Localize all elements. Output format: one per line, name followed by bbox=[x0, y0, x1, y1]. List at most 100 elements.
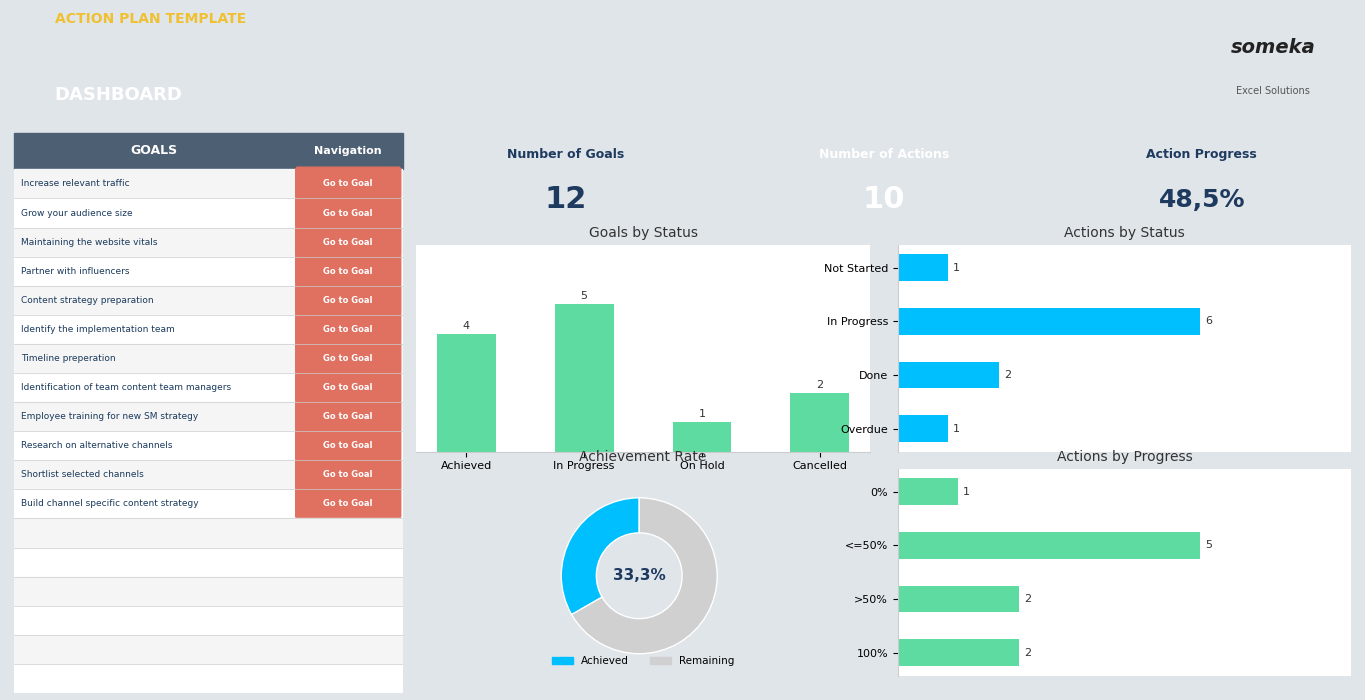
Bar bbox=[14, 431, 403, 461]
FancyBboxPatch shape bbox=[296, 284, 401, 315]
Wedge shape bbox=[561, 498, 639, 615]
Text: Go to Goal: Go to Goal bbox=[324, 441, 373, 450]
Text: 2: 2 bbox=[1024, 648, 1031, 658]
Bar bbox=[898, 639, 1018, 666]
Bar bbox=[554, 304, 614, 452]
Bar bbox=[14, 257, 403, 286]
Bar bbox=[898, 254, 949, 281]
Text: Grow your audience size: Grow your audience size bbox=[22, 209, 132, 218]
Text: Navigation: Navigation bbox=[314, 146, 382, 156]
Text: 48,5%: 48,5% bbox=[1159, 188, 1245, 211]
Title: Goals by Status: Goals by Status bbox=[588, 225, 698, 239]
Text: Timeline preperation: Timeline preperation bbox=[22, 354, 116, 363]
Text: Partner with influencers: Partner with influencers bbox=[22, 267, 130, 276]
Text: 1: 1 bbox=[699, 409, 706, 419]
Text: 6: 6 bbox=[1205, 316, 1212, 326]
Text: 12: 12 bbox=[545, 185, 587, 214]
Text: someka: someka bbox=[1230, 38, 1316, 57]
Text: Go to Goal: Go to Goal bbox=[324, 209, 373, 218]
FancyBboxPatch shape bbox=[296, 458, 401, 489]
FancyBboxPatch shape bbox=[296, 225, 401, 257]
FancyBboxPatch shape bbox=[296, 196, 401, 228]
Text: Go to Goal: Go to Goal bbox=[324, 237, 373, 246]
Title: Actions by Status: Actions by Status bbox=[1065, 225, 1185, 239]
Text: Identify the implementation team: Identify the implementation team bbox=[22, 325, 175, 334]
Text: Content strategy preparation: Content strategy preparation bbox=[22, 296, 154, 304]
Text: Go to Goal: Go to Goal bbox=[324, 179, 373, 188]
Text: Go to Goal: Go to Goal bbox=[324, 325, 373, 334]
Text: Build channel specific content strategy: Build channel specific content strategy bbox=[22, 499, 199, 508]
Text: Go to Goal: Go to Goal bbox=[324, 354, 373, 363]
Text: Excel Solutions: Excel Solutions bbox=[1235, 85, 1310, 96]
Bar bbox=[14, 373, 403, 402]
Text: Shortlist selected channels: Shortlist selected channels bbox=[22, 470, 145, 480]
Bar bbox=[293, 133, 403, 169]
Text: Go to Goal: Go to Goal bbox=[324, 499, 373, 508]
FancyBboxPatch shape bbox=[296, 342, 401, 373]
Bar bbox=[14, 489, 403, 519]
Bar bbox=[14, 169, 403, 199]
Text: Action Progress: Action Progress bbox=[1147, 148, 1257, 161]
Bar bbox=[14, 577, 403, 606]
Bar bbox=[14, 461, 403, 489]
Text: Increase relevant traffic: Increase relevant traffic bbox=[22, 179, 130, 188]
Text: 1: 1 bbox=[953, 262, 961, 273]
Text: 1: 1 bbox=[964, 486, 971, 497]
Text: 33,3%: 33,3% bbox=[613, 568, 666, 583]
Bar bbox=[14, 547, 403, 577]
Text: ACTION PLAN TEMPLATE: ACTION PLAN TEMPLATE bbox=[55, 12, 246, 26]
FancyBboxPatch shape bbox=[296, 429, 401, 461]
Bar bbox=[14, 606, 403, 635]
Bar bbox=[898, 308, 1200, 335]
Text: 4: 4 bbox=[463, 321, 470, 330]
Bar bbox=[898, 532, 1200, 559]
FancyBboxPatch shape bbox=[296, 254, 401, 286]
Text: Identification of team content team managers: Identification of team content team mana… bbox=[22, 383, 232, 392]
Bar bbox=[673, 422, 732, 452]
FancyBboxPatch shape bbox=[296, 371, 401, 402]
Bar bbox=[14, 635, 403, 664]
Text: Number of Goals: Number of Goals bbox=[508, 148, 625, 161]
FancyBboxPatch shape bbox=[296, 487, 401, 519]
Text: 2: 2 bbox=[1003, 370, 1011, 380]
Text: 10: 10 bbox=[863, 185, 905, 214]
Bar bbox=[898, 415, 949, 442]
FancyBboxPatch shape bbox=[296, 400, 401, 431]
Text: 2: 2 bbox=[1024, 594, 1031, 604]
Text: DASHBOARD: DASHBOARD bbox=[55, 85, 183, 104]
Text: Maintaining the website vitals: Maintaining the website vitals bbox=[22, 237, 158, 246]
Text: 5: 5 bbox=[1205, 540, 1212, 550]
Bar bbox=[14, 519, 403, 547]
Bar bbox=[14, 344, 403, 373]
Text: Number of Actions: Number of Actions bbox=[819, 148, 949, 161]
FancyBboxPatch shape bbox=[296, 167, 401, 199]
Bar bbox=[14, 199, 403, 228]
Bar bbox=[14, 228, 403, 257]
Bar bbox=[898, 478, 958, 505]
Wedge shape bbox=[572, 498, 717, 654]
Bar bbox=[14, 133, 293, 169]
Bar bbox=[898, 586, 1018, 612]
Bar bbox=[14, 286, 403, 315]
Bar bbox=[898, 362, 999, 389]
Text: Employee training for new SM strategy: Employee training for new SM strategy bbox=[22, 412, 199, 421]
Legend: Achieved, Remaining: Achieved, Remaining bbox=[547, 652, 738, 671]
Bar bbox=[14, 664, 403, 693]
FancyBboxPatch shape bbox=[296, 313, 401, 344]
Text: Go to Goal: Go to Goal bbox=[324, 267, 373, 276]
Bar bbox=[437, 333, 495, 452]
Bar bbox=[790, 393, 849, 452]
Text: Go to Goal: Go to Goal bbox=[324, 412, 373, 421]
Text: 2: 2 bbox=[816, 379, 823, 389]
Text: Go to Goal: Go to Goal bbox=[324, 296, 373, 304]
Text: 5: 5 bbox=[580, 291, 588, 301]
Text: Research on alternative channels: Research on alternative channels bbox=[22, 441, 173, 450]
Text: 1: 1 bbox=[953, 424, 961, 434]
Bar bbox=[14, 402, 403, 431]
Text: Go to Goal: Go to Goal bbox=[324, 383, 373, 392]
Text: Go to Goal: Go to Goal bbox=[324, 470, 373, 480]
Text: GOALS: GOALS bbox=[130, 144, 177, 158]
Bar bbox=[14, 315, 403, 344]
Title: Achievement Rate: Achievement Rate bbox=[579, 449, 707, 463]
Title: Actions by Progress: Actions by Progress bbox=[1057, 449, 1193, 463]
